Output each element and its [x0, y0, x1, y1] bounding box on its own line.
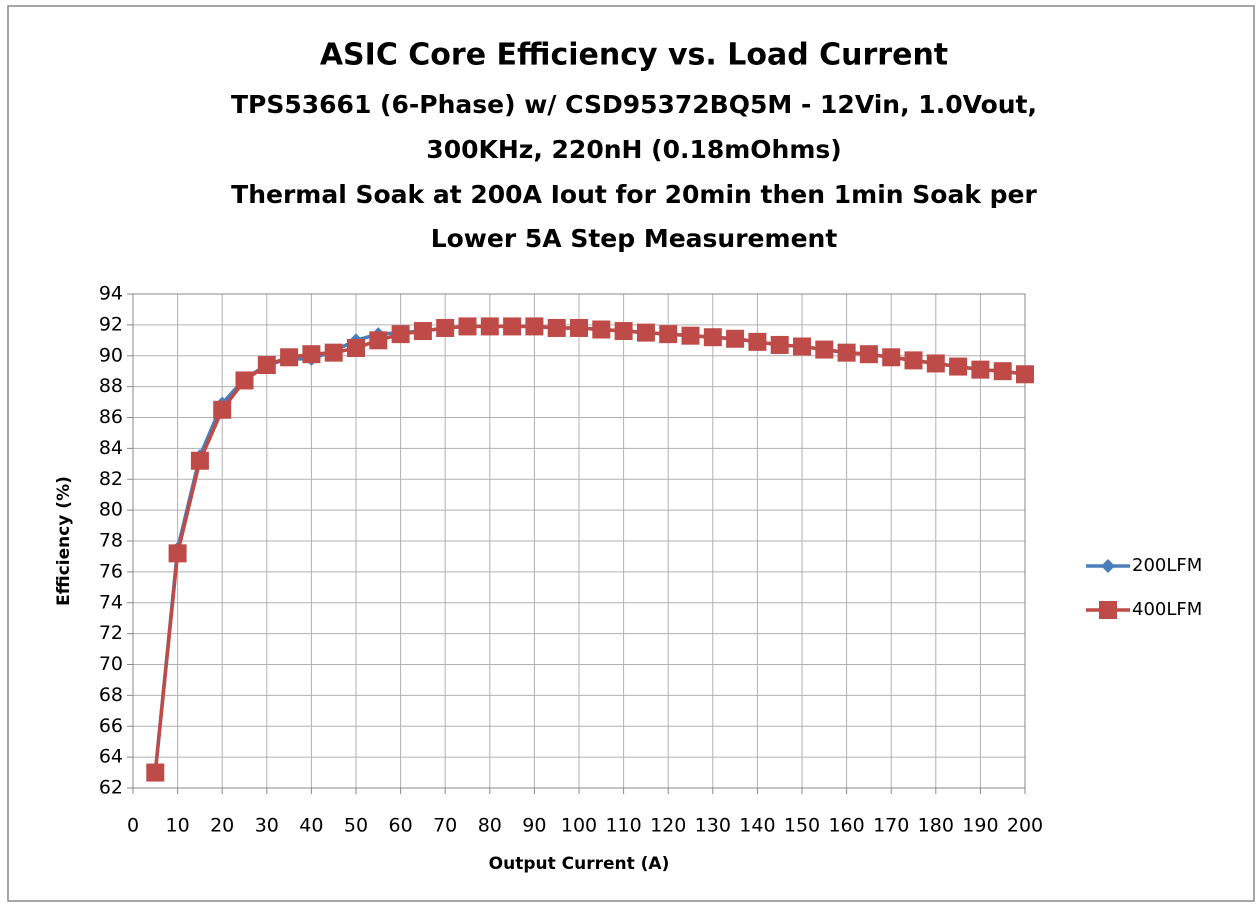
marker	[347, 339, 365, 358]
marker	[971, 360, 990, 379]
x-tick-label: 90	[522, 815, 546, 837]
x-tick-label: 30	[255, 815, 279, 837]
y-tick-label: 72	[99, 622, 123, 644]
x-tick-label: 0	[127, 815, 139, 837]
marker	[703, 328, 722, 347]
y-tick-label: 88	[99, 375, 123, 397]
marker	[480, 317, 499, 336]
x-tick-label: 140	[739, 815, 775, 837]
y-tick-label: 76	[99, 560, 123, 582]
x-tick-label: 70	[433, 815, 457, 837]
y-tick-label: 66	[99, 715, 123, 737]
subtitle: 300KHz, 220nH (0.18mOhms)	[426, 135, 841, 164]
y-axis-title: Efficiency (%)	[54, 476, 74, 606]
x-tick-label: 50	[344, 815, 368, 837]
subtitle: TPS53661 (6-Phase) w/ CSD95372BQ5M - 12V…	[231, 90, 1037, 119]
marker	[726, 329, 745, 348]
marker	[369, 331, 388, 350]
y-tick-label: 74	[99, 591, 123, 613]
y-tick-label: 82	[99, 468, 123, 490]
x-tick-label: 160	[828, 815, 864, 837]
x-tick-label: 60	[389, 815, 413, 837]
y-tick-label: 64	[99, 746, 123, 768]
marker	[280, 348, 299, 367]
x-tick-label: 200	[1007, 815, 1043, 837]
chart-border	[7, 5, 1255, 902]
marker	[146, 763, 165, 782]
marker	[926, 354, 945, 373]
marker	[235, 371, 254, 390]
marker	[570, 318, 588, 337]
marker	[213, 400, 232, 419]
marker	[993, 362, 1012, 381]
marker	[413, 322, 432, 341]
y-tick-label: 70	[99, 653, 123, 675]
marker	[793, 337, 811, 356]
y-tick-label: 92	[99, 313, 123, 335]
series-line	[153, 324, 1026, 773]
x-tick-label: 120	[650, 815, 686, 837]
y-tick-label: 62	[99, 777, 123, 799]
marker	[1016, 365, 1034, 384]
y-tick-label: 68	[99, 684, 123, 706]
marker	[815, 340, 834, 359]
marker	[859, 345, 878, 364]
y-tick-label: 80	[99, 499, 123, 521]
marker	[547, 318, 566, 337]
marker	[391, 325, 410, 344]
subtitle: Thermal Soak at 200A Iout for 20min then…	[231, 180, 1037, 209]
x-axis-title: Output Current (A)	[489, 854, 670, 874]
marker	[770, 335, 789, 354]
marker	[458, 317, 477, 336]
subtitle: Lower 5A Step Measurement	[431, 224, 838, 253]
marker	[1101, 559, 1115, 573]
marker	[837, 343, 856, 362]
legend-label: 400LFM	[1132, 599, 1202, 620]
marker	[302, 345, 321, 364]
x-tick-label: 190	[962, 815, 998, 837]
x-tick-label: 110	[605, 815, 641, 837]
marker	[592, 320, 611, 339]
marker	[324, 343, 343, 362]
marker	[681, 326, 700, 345]
marker	[1099, 601, 1117, 619]
x-tick-label: 170	[873, 815, 909, 837]
x-tick-label: 80	[478, 815, 502, 837]
y-tick-label: 86	[99, 406, 123, 428]
marker	[614, 322, 633, 341]
marker	[503, 317, 522, 336]
marker	[904, 351, 923, 370]
y-tick-label: 94	[99, 283, 123, 305]
x-tick-label: 100	[561, 815, 597, 837]
legend-label: 200LFM	[1132, 555, 1202, 576]
marker	[190, 451, 209, 470]
marker	[257, 356, 276, 375]
x-tick-label: 10	[166, 815, 190, 837]
x-tick-label: 40	[299, 815, 323, 837]
y-tick-label: 78	[99, 530, 123, 552]
x-tick-label: 150	[784, 815, 820, 837]
chart-title: ASIC Core Efficiency vs. Load Current	[320, 38, 948, 73]
marker	[659, 325, 678, 344]
x-tick-label: 130	[695, 815, 731, 837]
y-tick-label: 84	[99, 437, 123, 459]
marker	[525, 317, 544, 336]
x-tick-label: 20	[210, 815, 234, 837]
plot-area	[132, 293, 1026, 789]
marker	[748, 332, 767, 351]
x-tick-label: 180	[918, 815, 954, 837]
marker	[168, 544, 187, 563]
y-tick-label: 90	[99, 344, 123, 366]
marker	[636, 323, 655, 342]
marker	[949, 357, 968, 376]
marker	[882, 348, 901, 367]
marker	[436, 318, 455, 337]
